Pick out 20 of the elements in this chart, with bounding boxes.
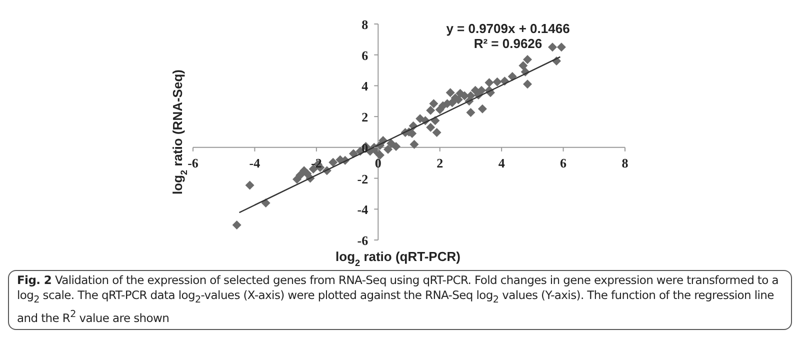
caption-box: Fig. 2 Validation of the expression of selected genes from RNA-Seq using qRT-PCR. Fold changes in gene expression were transformed to a log$_{2}$ scale. The qRT-PCR data log$_{2}$-values (X-axis) were plotted against the RNA-Seq log$_{2}$ values (Y-axis). The function of the regression line and the R$^{2}$ value are shown (8, 270, 792, 330)
x-tick-label: 0 (374, 155, 382, 170)
annotation: R² = 0.9626 (474, 36, 542, 51)
y-tick-label: 4 (362, 78, 369, 94)
y-tick-label: 8 (362, 17, 369, 32)
y-tick-label: -4 (357, 202, 369, 218)
x-tick-label: 4 (498, 155, 506, 170)
x-tick-label: 2 (436, 155, 444, 170)
y-tick-label: 2 (362, 110, 368, 125)
x-axis-title: log$_{2}$ ratio (qRT-PCR) (336, 249, 460, 268)
caption: Fig. 2 (17, 273, 52, 287)
y-tick-label: 6 (362, 48, 369, 63)
x-tick-label: 6 (560, 155, 568, 170)
y-tick-label: 0 (362, 140, 368, 156)
x-tick-label: -6 (188, 155, 199, 170)
annotation: y = 0.9709x + 0.1466 (446, 21, 570, 36)
x-tick-label: 8 (622, 155, 629, 170)
y-tick-label: -6 (357, 233, 369, 248)
y-tick-label: -2 (357, 171, 368, 186)
x-tick-label: -4 (249, 155, 261, 170)
